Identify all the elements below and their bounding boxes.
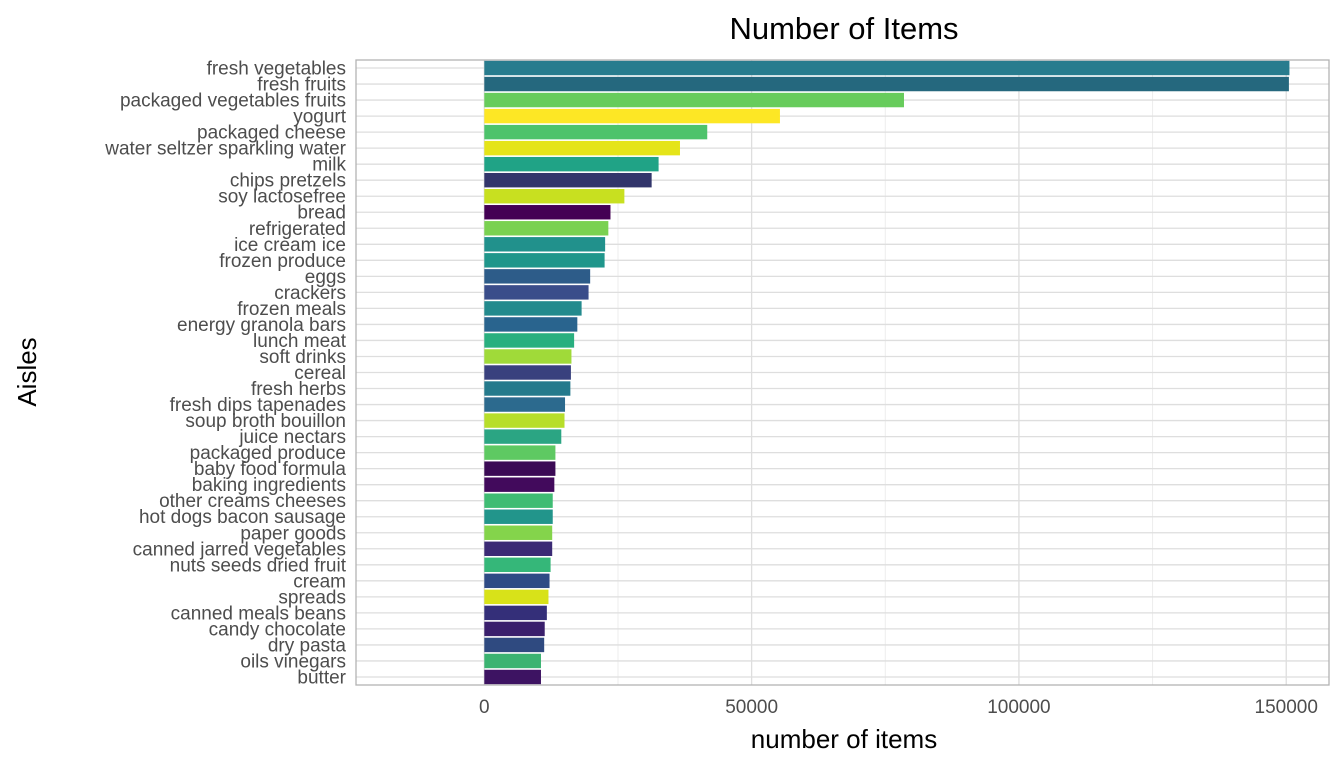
y-tick-label: cream <box>293 571 346 592</box>
y-tick-label: butter <box>297 667 346 688</box>
bar <box>484 669 541 685</box>
y-tick-label: oils vinegars <box>240 651 346 672</box>
bar <box>484 140 680 156</box>
bar <box>484 317 578 332</box>
bar <box>484 621 545 637</box>
bar <box>484 124 708 140</box>
y-tick-label: packaged vegetables fruits <box>120 91 346 112</box>
y-tick-label: cereal <box>294 363 346 384</box>
y-tick-label: bread <box>297 203 346 224</box>
x-tick-label: 150000 <box>1255 697 1318 718</box>
bar <box>484 589 549 605</box>
bar <box>484 269 591 284</box>
bar <box>484 525 553 540</box>
y-tick-label: fresh vegetables <box>207 59 346 80</box>
bar <box>484 477 555 492</box>
y-tick-label: packaged cheese <box>197 123 346 144</box>
y-tick-label: paper goods <box>240 523 346 544</box>
x-tick-label: 100000 <box>987 697 1050 718</box>
bar <box>484 333 575 348</box>
bar <box>484 189 625 204</box>
x-tick-label: 50000 <box>725 697 778 718</box>
bar <box>484 637 545 653</box>
y-tick-label: refrigerated <box>249 219 346 240</box>
y-tick-label: crackers <box>274 283 346 304</box>
y-tick-label: nuts seeds dried fruit <box>170 555 347 576</box>
y-tick-label: dry pasta <box>268 635 347 656</box>
bar <box>484 301 582 316</box>
bar <box>484 413 565 428</box>
y-tick-label: frozen produce <box>219 251 346 272</box>
y-tick-label: other creams cheeses <box>159 491 346 512</box>
bar <box>484 429 562 444</box>
bar <box>484 205 611 220</box>
panel-border <box>355 59 1330 686</box>
bar <box>484 365 571 380</box>
bar <box>484 493 553 508</box>
bar <box>484 557 551 573</box>
bar <box>484 541 553 556</box>
y-tick-label: juice nectars <box>238 427 346 448</box>
y-tick-label: soy lactosefree <box>218 187 346 208</box>
bar <box>484 221 609 236</box>
x-tick-labels: 0 50000 100000 150000 <box>479 697 1318 718</box>
y-tick-label: packaged produce <box>190 443 346 464</box>
bar <box>484 76 1289 92</box>
y-tick-label: fresh dips tapenades <box>170 395 346 416</box>
y-tick-label: soup broth bouillon <box>185 411 346 432</box>
y-tick-label: ice cream ice <box>234 235 346 256</box>
y-tick-label: canned meals beans <box>171 603 346 624</box>
y-tick-label: frozen meals <box>237 299 346 320</box>
bar <box>484 172 652 188</box>
bar <box>484 573 550 589</box>
x-axis-title: number of items <box>751 724 937 754</box>
bar <box>484 60 1290 76</box>
y-tick-label: chips pretzels <box>230 171 346 192</box>
y-axis-title: Aisles <box>12 337 42 406</box>
y-tick-label: candy chocolate <box>209 619 346 640</box>
bar <box>484 381 571 396</box>
y-tick-label: milk <box>312 155 346 176</box>
bar <box>484 445 556 460</box>
y-tick-label: baking ingredients <box>192 475 346 496</box>
bar <box>484 285 589 300</box>
y-tick-label: soft drinks <box>259 347 346 368</box>
chart-title: Number of Items <box>729 11 958 46</box>
bar <box>484 605 547 621</box>
y-tick-label: fresh fruits <box>257 75 346 96</box>
bar <box>484 461 556 476</box>
y-tick-label: energy granola bars <box>177 315 346 336</box>
y-tick-label: yogurt <box>293 107 347 128</box>
bar <box>484 349 572 364</box>
y-tick-label: baby food formula <box>194 459 347 480</box>
x-tick-label: 0 <box>479 697 490 718</box>
bars <box>484 60 1290 685</box>
y-tick-label: water seltzer sparkling water <box>104 139 346 160</box>
y-tick-label: canned jarred vegetables <box>133 539 346 560</box>
y-tick-label: fresh herbs <box>251 379 346 400</box>
y-tick-label: eggs <box>305 267 346 288</box>
bar <box>484 509 553 524</box>
bar <box>484 92 904 108</box>
bar <box>484 253 605 268</box>
y-tick-label: hot dogs bacon sausage <box>139 507 346 528</box>
bar <box>484 653 541 669</box>
bar <box>484 237 606 252</box>
y-tick-label: lunch meat <box>253 331 347 352</box>
y-tick-label: spreads <box>278 587 346 608</box>
bar <box>484 108 780 124</box>
bar <box>484 397 566 412</box>
bar <box>484 156 659 172</box>
